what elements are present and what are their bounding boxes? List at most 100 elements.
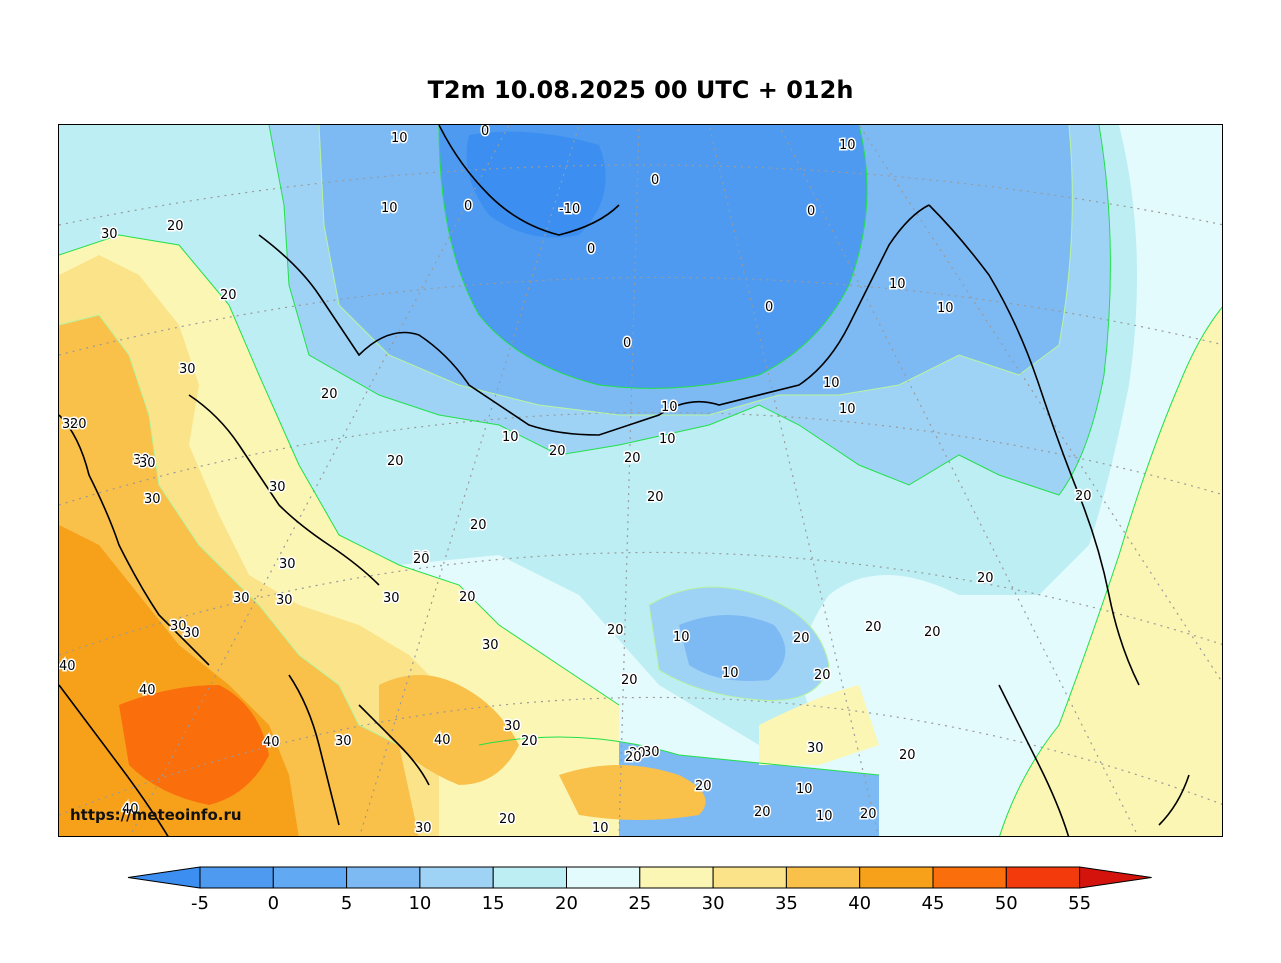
- contour-label: 20: [70, 417, 87, 432]
- contour-label: 10: [839, 402, 856, 417]
- contour-label: 30: [807, 741, 824, 756]
- colorbar-tick-label: 55: [1068, 893, 1092, 914]
- colorbar-band: [785, 866, 861, 889]
- contour-label: 20: [621, 673, 638, 688]
- contour-label: 40: [434, 733, 451, 748]
- colorbar-tick-label: 45: [921, 893, 945, 914]
- contour-label: 30: [335, 734, 352, 749]
- contour-label: 10: [381, 201, 398, 216]
- field-band-25-30-east: [999, 307, 1222, 836]
- temperature-contours: [59, 125, 1222, 836]
- contour-label: 30: [482, 638, 499, 653]
- field-band-35-40-central: [379, 675, 519, 785]
- contour-label: 10: [659, 432, 676, 447]
- contour-label: 20: [321, 387, 338, 402]
- contour-label: 30: [279, 557, 296, 572]
- contour-label: 20: [865, 620, 882, 635]
- contour-label: 0: [765, 300, 773, 315]
- contour-label: 20: [499, 812, 516, 827]
- contour-label: 0: [464, 199, 472, 214]
- contour-label: 20: [624, 451, 641, 466]
- contour-label: 10: [592, 821, 609, 836]
- coastlines: [59, 125, 1190, 836]
- contour-label: 30: [183, 626, 200, 641]
- temperature-map: 10 0 10 0 -10 0 0 0 0 0 10 10 10 10 10 1…: [58, 124, 1223, 837]
- field-band-5-10-south: [679, 615, 786, 681]
- contour-label: 20: [629, 746, 646, 761]
- field-band-25-30-southeast: [759, 685, 879, 765]
- contour-label: 10: [937, 301, 954, 316]
- contour-label: 40: [122, 802, 139, 817]
- contour-label: 10: [889, 277, 906, 292]
- colorbar-tick-label: 25: [628, 893, 652, 914]
- contour-label: 20: [695, 779, 712, 794]
- site-watermark[interactable]: https://meteoinfo.ru: [70, 806, 242, 824]
- contour-label: 30: [504, 719, 521, 734]
- contour-label: 10: [839, 138, 856, 153]
- contour-label: 20: [413, 552, 430, 567]
- contour-label: 0: [651, 173, 659, 188]
- colorbar-band: [272, 866, 348, 889]
- contour-label: -10: [559, 202, 580, 217]
- contour-label: 10: [796, 782, 813, 797]
- contour-label: 20: [899, 748, 916, 763]
- contour-label: 10: [673, 630, 690, 645]
- contour-label: 10: [823, 376, 840, 391]
- contour-label: 20: [977, 571, 994, 586]
- contour-label: 30: [170, 619, 187, 634]
- colorbar-band: [199, 866, 274, 889]
- contour-label: 20: [413, 550, 430, 565]
- contour-label: 10: [722, 666, 739, 681]
- contour-label: 40: [139, 683, 156, 698]
- colorbar-band: [1005, 866, 1081, 889]
- graticule: [59, 125, 1222, 836]
- field-band-35-40-south: [559, 765, 706, 820]
- contour-label: 30: [383, 591, 400, 606]
- colorbar-band: [566, 866, 641, 889]
- contour-labels: 10 0 10 0 -10 0 0 0 0 0 10 10 10 10 10 1…: [59, 125, 1093, 836]
- contour-label: 20: [387, 454, 404, 469]
- contour-label: 20: [549, 444, 566, 459]
- temperature-contours-secondary: [59, 125, 1073, 746]
- contour-label: 30: [415, 821, 432, 836]
- colorbar-tick-label: 30: [701, 893, 725, 914]
- contour-label: 20: [647, 490, 664, 505]
- contour-label: 20: [625, 750, 642, 765]
- contour-label: 0: [623, 336, 631, 351]
- contour-label: 20: [521, 734, 538, 749]
- contour-label: 30: [139, 456, 156, 471]
- colorbar-tick-label: 35: [774, 893, 798, 914]
- contour-label: 20: [814, 668, 831, 683]
- contour-label: 30: [101, 227, 118, 242]
- colorbar-under-arrow: [127, 866, 201, 889]
- colorbar-band: [639, 866, 714, 889]
- colorbar-band: [932, 866, 1007, 889]
- contour-label: 10: [502, 430, 519, 445]
- field-band-45-50: [119, 685, 269, 805]
- contour-label: 20: [459, 590, 476, 605]
- colorbar-band: [346, 866, 421, 889]
- colorbar-tick-label: 50: [994, 893, 1018, 914]
- contour-label: 30: [133, 453, 150, 468]
- contour-label: 30: [233, 591, 250, 606]
- colorbar-band: [859, 866, 934, 889]
- colorbar-band: [492, 866, 568, 889]
- contour-label: 20: [607, 623, 624, 638]
- contour-label: 0: [807, 204, 815, 219]
- field-band-neg5-0: [466, 131, 606, 238]
- contour-label: 10: [816, 809, 833, 824]
- colorbar-tick-label: 40: [848, 893, 872, 914]
- contour-label: 0: [587, 242, 595, 257]
- colorbar-tick-label: 10: [408, 893, 432, 914]
- colorbar-band: [419, 866, 494, 889]
- contour-label: 20: [1075, 489, 1092, 504]
- contour-label: 40: [263, 735, 280, 750]
- contour-label: 20: [167, 219, 184, 234]
- contour-label: 30: [643, 745, 660, 760]
- contour-label: 20: [924, 625, 941, 640]
- colorbar-band: [712, 866, 787, 889]
- contour-label: 20: [470, 518, 487, 533]
- contour-label: 30: [62, 417, 79, 432]
- contour-label: 30: [276, 593, 293, 608]
- colorbar-tick-label: 5: [340, 893, 353, 914]
